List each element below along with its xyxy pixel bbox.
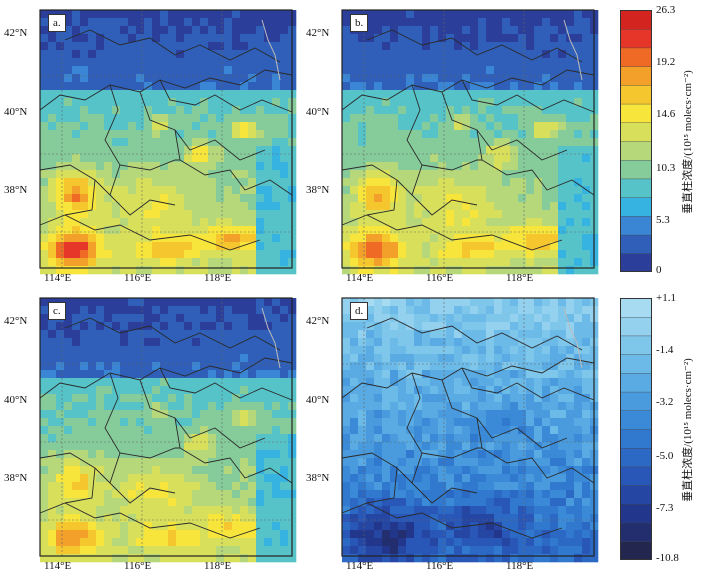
colorbar-tick: 5.3 [656,214,670,226]
lon-label-114: 114°E [44,272,72,284]
lat-label-38: 38°N [4,472,28,484]
lat-label-40: 40°N [4,106,28,118]
colorbar-swatch [620,140,652,161]
map-frame [39,9,293,269]
colorbar-tick: +1.1 [656,292,676,304]
colorbar-swatch [620,234,652,254]
lat-label-42: 42°N [306,315,330,327]
map-d-canvas [341,297,599,563]
lon-label-114: 114°E [346,272,374,284]
colorbar-title: 垂直柱浓度/(10¹⁵ molecs·cm⁻²) [682,358,694,502]
province-borders [39,307,293,539]
colorbar-swatch [620,196,652,217]
map-panel-b: b. 42°N 40°N 38°N 114°E 116°E 118°E [302,0,602,290]
panel-label: c. [48,302,66,320]
lon-label-118: 118°E [204,272,232,284]
colorbar-tick: 19.2 [656,56,676,68]
map-panel-a: a. 42°N 40°N 38°N 114°E 116°E 118°E [0,0,300,290]
colorbar-swatch [620,316,652,337]
colorbar-swatch [620,47,652,67]
map-frame [341,9,595,269]
colorbar-swatch [620,215,652,236]
map-c-canvas [39,297,297,563]
lon-label-118: 118°E [506,560,534,572]
colorbar-swatch [620,84,652,105]
lat-lon-gridlines [40,10,292,268]
colorbar-absolute: 26.3 19.2 14.6 10.3 5.3 0 垂直柱浓度/(10¹⁵ mo… [618,4,712,276]
colorbar-tick: -10.8 [656,552,679,564]
colorbar-swatch [620,159,652,180]
colorbar-swatch [620,10,652,30]
map-panel-d: d. 42°N 40°N 38°N 114°E 116°E 118°E [302,288,602,577]
lat-label-40: 40°N [306,106,330,118]
lat-label-42: 42°N [4,27,28,39]
colorbar-swatch [620,298,652,318]
colorbar-swatch [620,541,652,560]
lat-lon-gridlines [342,10,594,268]
colorbar-swatch [620,484,652,505]
panel-label: d. [350,302,369,320]
lon-label-116: 116°E [426,272,454,284]
colorbar-tick: -3.2 [656,396,674,408]
colorbar-swatch [620,65,652,86]
colorbar-tick: 14.6 [656,108,676,120]
lon-label-116: 116°E [124,272,152,284]
colorbar-swatch [620,372,652,393]
lat-label-38: 38°N [4,184,28,196]
colorbar-swatch [620,447,652,468]
colorbar-difference: +1.1 -1.4 -3.2 -5.0 -7.3 -10.8 垂直柱浓度/(10… [618,292,712,566]
map-a-canvas [39,9,297,275]
difference-grid [342,298,599,563]
colorbar-tick: -1.4 [656,344,674,356]
colorbar-swatch [620,503,652,524]
colorbar-tick: -5.0 [656,450,674,462]
colorbar-swatch [620,410,652,430]
province-borders [39,19,293,251]
colorbar-tick: 0 [656,264,662,276]
lat-lon-gridlines [342,298,594,556]
colorbar-swatch [620,335,652,355]
colorbar-tick: 10.3 [656,162,676,174]
colorbar-swatch [620,122,652,142]
colorbar-swatch [620,428,652,449]
colorbar-swatch [620,522,652,542]
map-frame [341,297,595,557]
lon-label-118: 118°E [204,560,232,572]
colorbar-swatch [620,466,652,486]
lon-label-118: 118°E [506,272,534,284]
colorbar-difference-swatches [620,298,652,560]
panel-label: a. [48,14,66,32]
colorbar-swatch [620,28,652,49]
map-b-canvas [341,9,599,275]
colorbar-swatch [620,103,652,123]
lon-label-114: 114°E [44,560,72,572]
colorbar-swatch [620,178,652,198]
lat-label-38: 38°N [306,184,330,196]
colorbar-swatch [620,253,652,272]
panel-label: b. [350,14,369,32]
map-panel-c: c. 42°N 40°N 38°N 114°E 116°E 118°E [0,288,300,577]
province-borders [341,307,595,539]
colorbar-swatch [620,353,652,374]
lon-label-116: 116°E [426,560,454,572]
lat-label-38: 38°N [306,472,330,484]
concentration-grid [342,10,599,275]
colorbar-tick: 26.3 [656,4,676,16]
colorbar-absolute-swatches [620,10,652,272]
lat-label-42: 42°N [306,27,330,39]
lon-label-114: 114°E [346,560,374,572]
colorbar-tick: -7.3 [656,502,674,514]
colorbar-title: 垂直柱浓度/(10¹⁵ molecs·cm⁻²) [682,70,694,214]
lat-label-42: 42°N [4,315,28,327]
colorbar-swatch [620,391,652,411]
lat-label-40: 40°N [4,394,28,406]
lat-lon-gridlines [40,298,292,556]
lat-label-40: 40°N [306,394,330,406]
map-frame [39,297,293,557]
province-borders [341,19,595,251]
lon-label-116: 116°E [124,560,152,572]
